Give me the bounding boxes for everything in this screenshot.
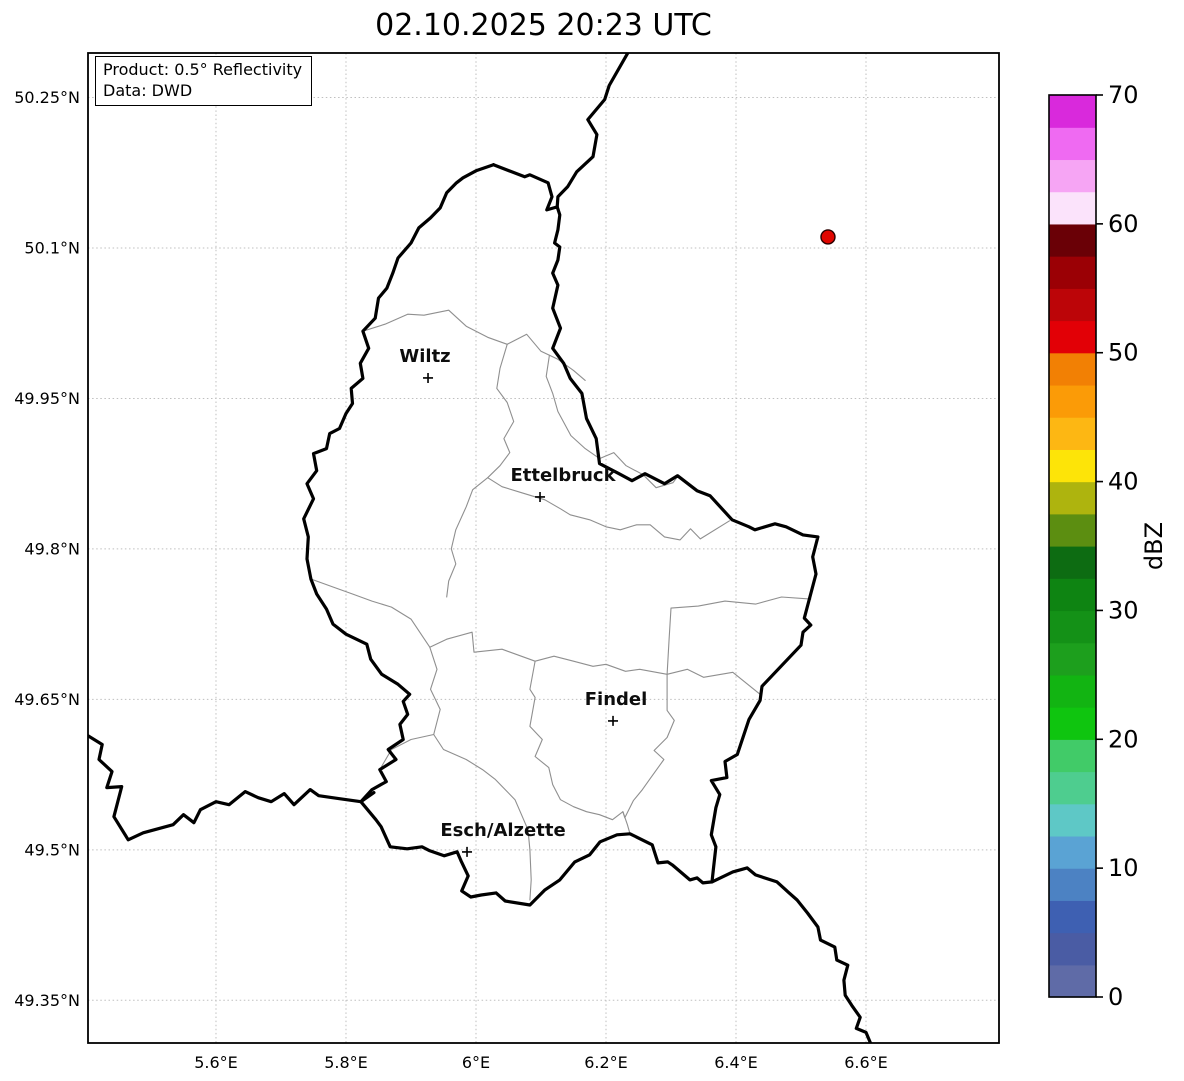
colorbar-segment (1049, 127, 1096, 161)
y-tick-label: 50.25°N (14, 88, 80, 107)
map-borders (88, 53, 873, 1043)
country-border-line (302, 163, 820, 907)
district-border-line (487, 477, 731, 541)
x-tick-label: 6.4°E (714, 1053, 758, 1072)
colorbar-segment (1049, 449, 1096, 483)
colorbar-segment (1049, 803, 1096, 837)
district-border-line (362, 309, 508, 345)
colorbar-segment (1049, 417, 1096, 450)
colorbar-segment (1049, 256, 1096, 289)
city-label: Findel (585, 689, 648, 710)
gridlines (88, 53, 999, 1043)
city-label: Esch/Alzette (440, 820, 565, 841)
colorbar-segment (1049, 932, 1096, 966)
colorbar-segment (1049, 481, 1096, 515)
x-tick-label: 6.2°E (584, 1053, 628, 1072)
district-border-line (622, 673, 675, 819)
district-border-line (529, 660, 631, 835)
colorbar-tick-label: 30 (1108, 596, 1139, 624)
colorbar-tick-label: 40 (1108, 468, 1139, 496)
country-border-line (710, 866, 873, 1043)
colorbar-segment (1049, 288, 1096, 322)
city-plus-marker (462, 846, 473, 857)
colorbar-segment (1049, 159, 1096, 193)
product-annotation-box: Product: 0.5° Reflectivity Data: DWD (95, 56, 313, 106)
country-border-line (88, 733, 376, 842)
colorbar-tick-label: 0 (1108, 983, 1123, 1011)
colorbar-segment (1049, 674, 1096, 708)
colorbar-tick-label: 50 (1108, 339, 1139, 367)
colorbar-outline (1048, 94, 1097, 998)
colorbar-segment (1049, 191, 1096, 225)
city-plus-marker (535, 491, 546, 502)
colorbar: 0 10 20 30 40 50 60 70 dBZ (1048, 81, 1168, 1011)
colorbar-segment (1049, 352, 1096, 386)
y-tick-label: 49.95°N (14, 389, 80, 408)
district-border-line (379, 733, 435, 771)
y-tick-label: 49.65°N (14, 690, 80, 709)
x-tick-label: 5.6°E (194, 1053, 238, 1072)
colorbar-unit-label: dBZ (1140, 522, 1168, 570)
colorbar-segment (1049, 642, 1096, 676)
colorbar-segment (1049, 95, 1096, 128)
colorbar-segment (1049, 513, 1096, 547)
city-plus-marker (608, 715, 619, 726)
city-plus-marker (423, 372, 434, 383)
district-border-line (310, 578, 761, 695)
data-source-label: Data: DWD (103, 81, 193, 100)
colorbar-segment (1049, 384, 1096, 418)
colorbar-tick-label: 60 (1108, 210, 1139, 238)
colorbar-segment (1049, 223, 1096, 257)
colorbar-segment (1049, 320, 1096, 354)
colorbar-segment (1049, 964, 1096, 998)
colorbar-segment (1049, 610, 1096, 644)
x-tick-label: 6°E (462, 1053, 490, 1072)
colorbar-segment (1049, 578, 1096, 612)
x-axis-labels: 5.6°E 5.8°E 6°E 6.2°E 6.4°E 6.6°E (194, 1053, 888, 1072)
y-tick-label: 49.5°N (24, 840, 80, 859)
colorbar-segment (1049, 546, 1096, 579)
colorbar-tick-label: 10 (1108, 854, 1139, 882)
radar-location-marker (820, 229, 836, 245)
colorbar-segment (1049, 771, 1096, 805)
y-tick-label: 50.1°N (24, 238, 80, 257)
district-border-line (666, 596, 812, 675)
city-markers: Wiltz Ettelbruck Findel Esch/Alzette (399, 346, 647, 857)
colorbar-segment (1049, 835, 1096, 869)
y-tick-label: 49.35°N (14, 991, 80, 1010)
figure-title: 02.10.2025 20:23 UTC (375, 8, 712, 43)
city-label: Wiltz (399, 346, 450, 367)
y-axis-labels: 50.25°N 50.1°N 49.95°N 49.8°N 49.65°N 49.5°N 4… (14, 88, 80, 1010)
district-border-line (446, 343, 515, 598)
product-label: Product: 0.5° Reflectivity (103, 60, 303, 79)
district-border-line (429, 646, 532, 901)
plot-frame (87, 52, 1000, 1044)
colorbar-tick-label: 70 (1108, 81, 1139, 109)
colorbar-tick-label: 20 (1108, 725, 1139, 753)
colorbar-segment (1049, 739, 1096, 773)
colorbar-segment (1049, 868, 1096, 901)
colorbar-segment (1049, 707, 1096, 740)
x-tick-label: 6.6°E (844, 1053, 888, 1072)
y-tick-label: 49.8°N (24, 539, 80, 558)
x-tick-label: 5.8°E (324, 1053, 368, 1072)
city-label: Ettelbruck (510, 465, 616, 486)
country-border-line (555, 53, 630, 209)
colorbar-segment (1049, 900, 1096, 934)
